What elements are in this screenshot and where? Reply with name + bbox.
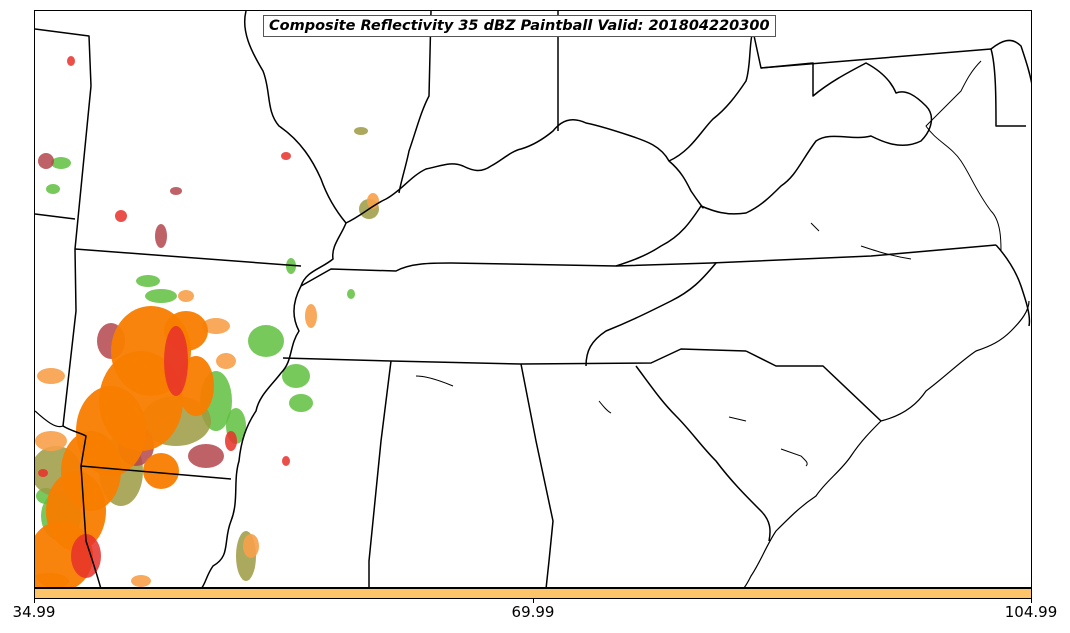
reflectivity-blob (178, 290, 194, 302)
reflectivity-blob (202, 318, 230, 334)
reflectivity-blob (71, 534, 101, 578)
reflectivity-blob (143, 453, 179, 489)
reflectivity-blob (131, 575, 151, 587)
west-virginia-border (615, 30, 933, 267)
reflectivity-blob (38, 469, 48, 477)
reflectivity-red-blobs (38, 56, 291, 578)
reflectivity-blob (46, 184, 60, 194)
tennessee-southern-border (282, 348, 747, 365)
south-carolina-border (745, 350, 882, 422)
reflectivity-blob (286, 258, 296, 274)
coastal-islands (415, 222, 912, 467)
colorbar (34, 588, 1032, 599)
reflectivity-blob (281, 152, 291, 160)
map-title: Composite Reflectivity 35 dBZ Paintball … (263, 15, 776, 37)
reflectivity-blob (35, 431, 67, 451)
reflectivity-blob (305, 304, 317, 328)
ohio-river-border (345, 119, 704, 224)
map-canvas (35, 11, 1031, 587)
carolina-coast (880, 300, 1030, 422)
mississippi-alabama-border (368, 360, 392, 587)
reflectivity-blob (282, 364, 310, 388)
north-carolina-border (585, 262, 717, 367)
kansas-border (35, 28, 92, 87)
reflectivity-blob (170, 187, 182, 195)
reflectivity-blob (115, 210, 127, 222)
mississippi-river-border (201, 11, 347, 587)
reflectivity-blob (38, 153, 54, 169)
reflectivity-paintball-layer (35, 56, 379, 587)
reflectivity-orange-core (35, 306, 214, 587)
red-river (35, 410, 64, 428)
louisiana-arkansas-border (80, 465, 232, 480)
colorbar-tick-max: 104.99 (1004, 603, 1058, 621)
colorbar-tick-mid: 69.99 (511, 603, 555, 621)
alabama-georgia-border (520, 363, 554, 587)
missouri-arkansas-border (74, 248, 302, 267)
georgia-coast (743, 420, 882, 587)
map-panel[interactable] (34, 10, 1032, 588)
reflectivity-blob (225, 431, 237, 451)
kansas-oklahoma-border (35, 213, 76, 220)
illinois-border (398, 11, 432, 194)
georgia-sc-border (635, 365, 771, 542)
reflectivity-blob (164, 326, 188, 396)
oklahoma-border (62, 85, 92, 427)
reflectivity-blob (136, 275, 160, 287)
virginia-coast (995, 244, 1031, 327)
maryland-border (760, 48, 1026, 127)
colorbar-tick-mark (34, 599, 35, 603)
state-boundaries (35, 11, 1031, 587)
delaware-border (990, 39, 1031, 84)
reflectivity-blob (37, 368, 65, 384)
chesapeake-bay-shore (925, 60, 1002, 252)
texas-border (62, 425, 102, 587)
reflectivity-blob (243, 534, 259, 558)
colorbar-tick-min: 34.99 (12, 603, 56, 621)
reflectivity-blob (248, 325, 284, 357)
reflectivity-blob (347, 289, 355, 299)
reflectivity-blob (282, 456, 290, 466)
reflectivity-blob (188, 444, 224, 468)
reflectivity-blob (155, 224, 167, 248)
reflectivity-blob (354, 127, 368, 135)
reflectivity-blob (289, 394, 313, 412)
reflectivity-blob (216, 353, 236, 369)
colorbar-tick-mark (1031, 599, 1032, 603)
reflectivity-blob (51, 157, 71, 169)
reflectivity-blob (67, 56, 75, 66)
reflectivity-lightorange-blobs (35, 193, 379, 587)
reflectivity-blob (35, 573, 69, 587)
reflectivity-blob (145, 289, 177, 303)
kentucky-tennessee-border (300, 244, 997, 287)
colorbar-tick-mark (533, 599, 534, 603)
